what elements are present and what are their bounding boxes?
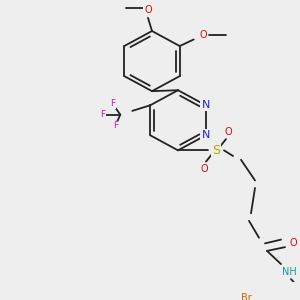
Text: O: O bbox=[200, 164, 208, 174]
Text: F: F bbox=[110, 99, 115, 108]
Text: N: N bbox=[202, 100, 210, 110]
Text: O: O bbox=[224, 127, 232, 136]
Text: S: S bbox=[212, 144, 220, 157]
Text: N: N bbox=[202, 130, 210, 140]
Text: F: F bbox=[100, 110, 105, 119]
Text: O: O bbox=[200, 30, 208, 40]
Text: Br: Br bbox=[241, 293, 251, 300]
Text: NH: NH bbox=[282, 267, 296, 277]
Text: O: O bbox=[144, 5, 152, 15]
Text: F: F bbox=[113, 122, 118, 130]
Text: O: O bbox=[289, 238, 297, 248]
